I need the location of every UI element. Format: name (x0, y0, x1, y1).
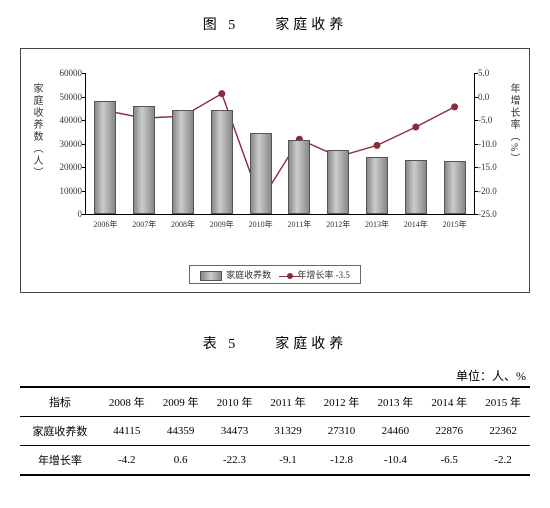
header-indicator: 指标 (20, 387, 100, 417)
chart-inner: 家庭收养数（人） 年增长率（%） 01000020000300004000050… (27, 63, 523, 243)
ytick-right: -20.0 (478, 186, 508, 196)
column-header: 2009 年 (154, 387, 208, 417)
table-cell: -12.8 (315, 446, 369, 476)
bar (172, 110, 194, 214)
table-cell: 24460 (368, 417, 422, 446)
table-cell: -9.1 (261, 446, 314, 476)
ytick-right: 5.0 (478, 68, 508, 78)
unit-text: 单位：人、% (20, 367, 526, 384)
bar (288, 140, 310, 214)
ytick-left: 0 (46, 209, 82, 219)
x-category-label: 2010年 (249, 219, 273, 230)
table-cell: 34473 (208, 417, 262, 446)
ytick-left: 10000 (46, 186, 82, 196)
figure-title: 图 5 家庭收养 (20, 14, 530, 34)
ytick-left: 50000 (46, 92, 82, 102)
table-cell: 31329 (261, 417, 314, 446)
table-cell: 44115 (100, 417, 154, 446)
column-header: 2015 年 (476, 387, 530, 417)
table-cell: -4.2 (100, 446, 154, 476)
table-header-row: 指标 2008 年2009 年2010 年2011 年2012 年2013 年2… (20, 387, 530, 417)
x-category-label: 2011年 (288, 219, 312, 230)
legend-line-label: 年增长率 -3.5 (297, 270, 350, 280)
x-category-label: 2013年 (365, 219, 389, 230)
column-header: 2012 年 (315, 387, 369, 417)
bar (211, 110, 233, 214)
bar (327, 150, 349, 214)
column-header: 2008 年 (100, 387, 154, 417)
bar (250, 133, 272, 214)
y-axis-right-label: 年增长率（%） (506, 83, 521, 165)
row-label: 家庭收养数 (20, 417, 100, 446)
table-title: 表 5 家庭收养 (20, 333, 530, 353)
x-category-label: 2008年 (171, 219, 195, 230)
x-category-label: 2015年 (443, 219, 467, 230)
column-header: 2010 年 (208, 387, 262, 417)
table-row: 家庭收养数44115443593447331329273102446022876… (20, 417, 530, 446)
ytick-right: -10.0 (478, 139, 508, 149)
bar (405, 160, 427, 214)
table-row: 年增长率-4.20.6-22.3-9.1-12.8-10.4-6.5-2.2 (20, 446, 530, 476)
table-cell: 22876 (422, 417, 476, 446)
plot-area: 0100002000030000400005000060000-25.0-20.… (85, 73, 475, 215)
column-header: 2014 年 (422, 387, 476, 417)
table-cell: -10.4 (368, 446, 422, 476)
bar (133, 106, 155, 214)
x-category-label: 2014年 (404, 219, 428, 230)
ytick-right: -15.0 (478, 162, 508, 172)
ytick-right: 0.0 (478, 92, 508, 102)
table-cell: -2.2 (476, 446, 530, 476)
column-header: 2011 年 (261, 387, 314, 417)
ytick-right: -25.0 (478, 209, 508, 219)
legend-box: 家庭收养数 年增长率 -3.5 (189, 265, 361, 284)
legend: 家庭收养数 年增长率 -3.5 (27, 265, 523, 284)
ytick-left: 20000 (46, 162, 82, 172)
table-cell: 27310 (315, 417, 369, 446)
legend-bar-swatch (200, 271, 222, 281)
table-cell: 44359 (154, 417, 208, 446)
legend-line-swatch (287, 273, 293, 279)
ytick-left: 30000 (46, 139, 82, 149)
row-label: 年增长率 (20, 446, 100, 476)
bar (366, 157, 388, 214)
x-category-label: 2006年 (93, 219, 117, 230)
bar (444, 161, 466, 214)
x-category-label: 2009年 (210, 219, 234, 230)
ytick-left: 60000 (46, 68, 82, 78)
x-category-label: 2012年 (326, 219, 350, 230)
table-cell: -22.3 (208, 446, 262, 476)
bar (94, 101, 116, 214)
ytick-right: -5.0 (478, 115, 508, 125)
table-cell: 0.6 (154, 446, 208, 476)
y-axis-left-label: 家庭收养数（人） (29, 83, 44, 179)
x-category-label: 2007年 (132, 219, 156, 230)
ytick-left: 40000 (46, 115, 82, 125)
legend-bar-label: 家庭收养数 (226, 270, 271, 280)
table-cell: -6.5 (422, 446, 476, 476)
column-header: 2013 年 (368, 387, 422, 417)
data-table: 指标 2008 年2009 年2010 年2011 年2012 年2013 年2… (20, 386, 530, 476)
table-cell: 22362 (476, 417, 530, 446)
chart-frame: 家庭收养数（人） 年增长率（%） 01000020000300004000050… (20, 48, 530, 293)
